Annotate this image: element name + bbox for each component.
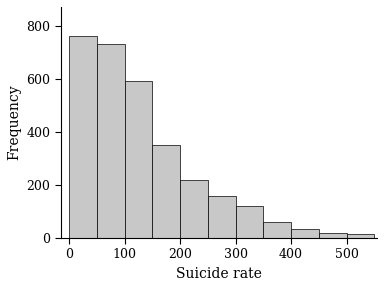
X-axis label: Suicide rate: Suicide rate (176, 267, 262, 281)
Y-axis label: Frequency: Frequency (7, 85, 21, 160)
Bar (291, 229, 319, 238)
Bar (97, 44, 125, 238)
Bar (319, 233, 346, 238)
Bar (180, 180, 208, 238)
Bar (208, 196, 236, 238)
Bar (263, 222, 291, 238)
Bar (346, 234, 374, 238)
Bar (152, 145, 180, 238)
Bar (69, 36, 97, 238)
Bar (125, 81, 152, 238)
Bar (236, 206, 263, 238)
